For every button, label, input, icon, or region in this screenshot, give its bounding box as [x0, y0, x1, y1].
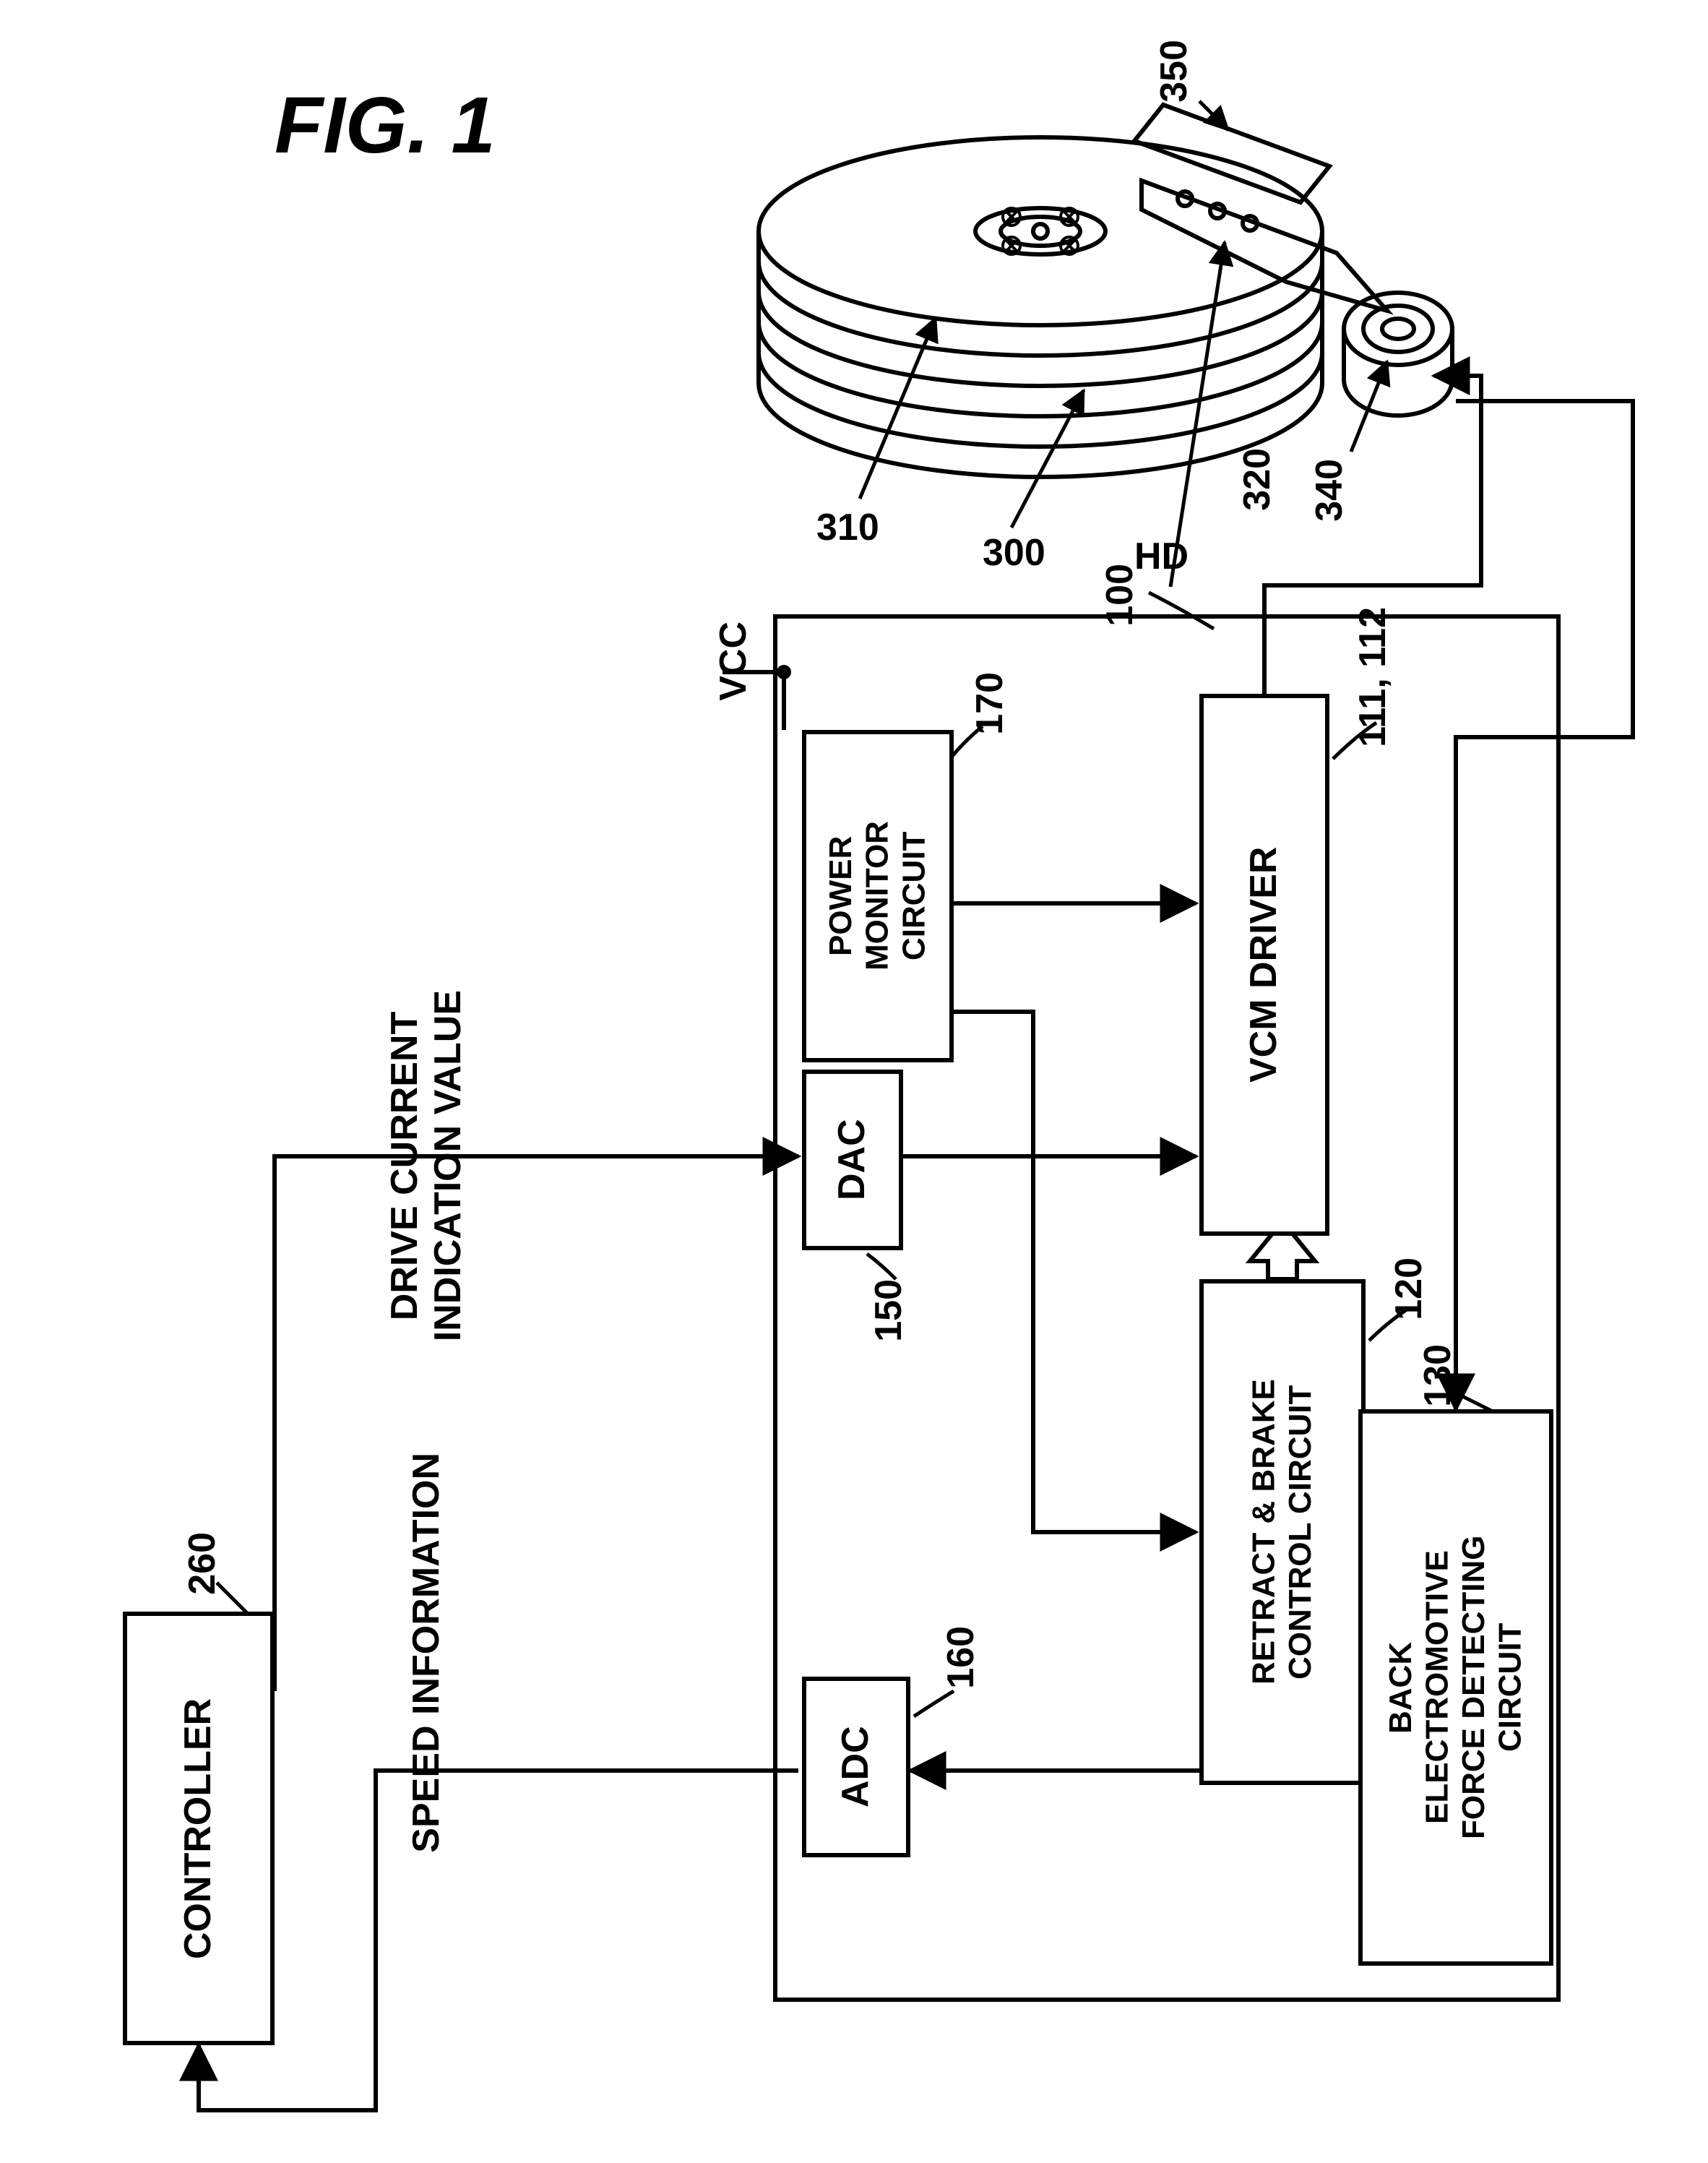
- ref-310: 310: [816, 506, 879, 549]
- ref-260: 260: [181, 1532, 224, 1595]
- controller-block: CONTROLLER: [123, 1612, 275, 2045]
- ref-320: 320: [1235, 448, 1279, 511]
- vcm-driver-block: VCM DRIVER: [1199, 694, 1329, 1236]
- ref-HD: HD: [1134, 535, 1189, 578]
- vcc-label: VCC: [712, 622, 755, 701]
- ref-170: 170: [968, 672, 1012, 735]
- ref-350: 350: [1152, 40, 1196, 103]
- ref-150: 150: [867, 1279, 910, 1342]
- ref-160: 160: [939, 1626, 983, 1689]
- ref-130: 130: [1416, 1344, 1459, 1407]
- speed-info-label: SPEED INFORMATION: [405, 1453, 448, 1853]
- adc-block: ADC: [802, 1677, 910, 1857]
- figure-title: FIG. 1: [275, 79, 496, 171]
- drive-current-label: DRIVE CURRENT INDICATION VALUE: [383, 990, 470, 1341]
- dac-block: DAC: [802, 1070, 903, 1250]
- bemf-block: BACK ELECTROMOTIVE FORCE DETECTING CIRCU…: [1358, 1409, 1553, 1966]
- ref-120: 120: [1387, 1257, 1431, 1320]
- ref-100: 100: [1098, 564, 1142, 627]
- ref-340: 340: [1308, 459, 1351, 522]
- ref-111-112: 111, 112: [1351, 607, 1394, 747]
- rbcc-block: RETRACT & BRAKE CONTROL CIRCUIT: [1199, 1279, 1366, 1785]
- pmc-block: POWER MONITOR CIRCUIT: [802, 730, 954, 1062]
- hdd-assembly-drawing: [759, 105, 1452, 477]
- page: FIG. 1: [0, 0, 1708, 2163]
- ref-300: 300: [983, 531, 1045, 575]
